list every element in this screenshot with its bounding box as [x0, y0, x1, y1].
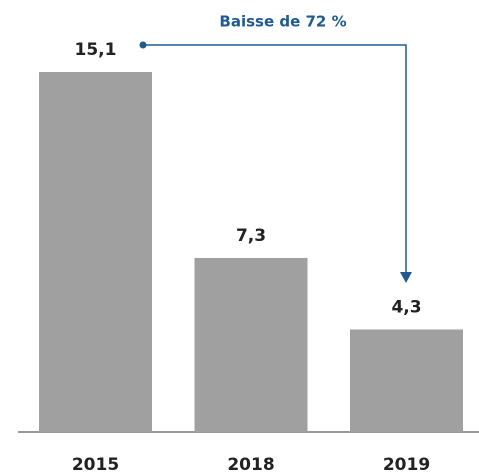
- x-tick-label: 2018: [227, 455, 274, 475]
- value-label: 15,1: [75, 40, 117, 60]
- bar: [194, 257, 308, 432]
- x-tick-label: 2015: [72, 455, 119, 475]
- arrow-line: [143, 44, 407, 274]
- bar: [350, 329, 463, 432]
- value-label: 7,3: [236, 226, 266, 246]
- value-label: 4,3: [391, 297, 421, 317]
- x-tick-label: 2019: [383, 455, 430, 475]
- annotation: Baisse de 72 %: [219, 13, 346, 31]
- bar: [39, 72, 152, 432]
- arrow-head: [400, 272, 412, 283]
